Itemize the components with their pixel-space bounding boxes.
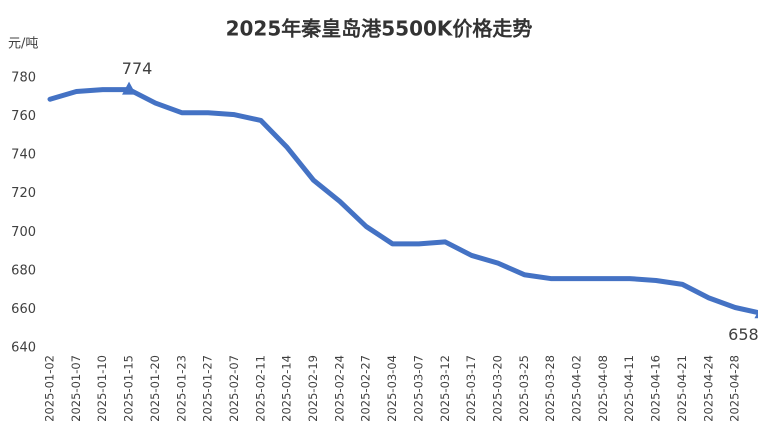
y-tick-label: 780 — [11, 71, 36, 86]
x-tick-label: 2025-03-20 — [490, 355, 504, 422]
x-tick-label: 2025-04-02 — [570, 355, 584, 422]
y-tick-label: 740 — [11, 148, 36, 163]
x-tick-label: 2025-02-27 — [359, 355, 373, 422]
marker — [754, 311, 758, 319]
x-tick-label: 2025-04-08 — [596, 355, 610, 422]
y-tick-label: 680 — [11, 263, 36, 278]
x-tick-label: 2025-02-24 — [332, 355, 346, 422]
x-tick-label: 2025-04-21 — [675, 355, 689, 422]
data-label: 774 — [122, 59, 153, 78]
x-tick-label: 2025-04-16 — [649, 355, 663, 422]
data-label: 658 — [728, 325, 758, 344]
x-tick-label: 2025-03-07 — [411, 355, 425, 422]
x-tick-label: 2025-04-11 — [622, 355, 636, 422]
x-tick-label: 2025-02-14 — [280, 355, 294, 422]
x-tick-label: 2025-03-04 — [385, 355, 399, 422]
data-line — [47, 87, 758, 316]
x-tick-label: 2025-01-15 — [122, 355, 136, 422]
marker — [122, 81, 137, 95]
y-tick-label: 760 — [11, 109, 36, 124]
x-tick-label: 2025-03-25 — [517, 355, 531, 422]
y-tick-label: 720 — [11, 186, 36, 201]
y-tick-label: 700 — [11, 225, 36, 240]
x-tick-label: 2025-01-27 — [201, 355, 215, 422]
x-tick-label: 2025-04-28 — [728, 355, 742, 422]
chart-title: 2025年秦皇岛港5500K价格走势 — [226, 17, 533, 41]
x-tick-label: 2025-03-12 — [438, 355, 452, 422]
x-tick-label: 2025-02-11 — [253, 355, 267, 422]
x-tick-label: 2025-01-07 — [69, 355, 83, 422]
y-axis-label: 元/吨 — [8, 37, 38, 52]
x-tick-label: 2025-01-02 — [43, 355, 57, 422]
x-tick-label: 2025-01-10 — [95, 355, 109, 422]
x-tick-label: 2025-03-17 — [464, 355, 478, 422]
x-tick-label: 2025-02-07 — [227, 355, 241, 422]
y-tick-label: 640 — [11, 341, 36, 356]
y-tick-label: 660 — [11, 302, 36, 317]
x-tick-label: 2025-01-20 — [148, 355, 162, 422]
x-tick-label: 2025-04-24 — [701, 355, 715, 422]
x-tick-label: 2025-03-28 — [543, 355, 557, 422]
x-tick-label: 2025-01-23 — [174, 355, 188, 422]
x-tick-label: 2025-02-19 — [306, 355, 320, 422]
